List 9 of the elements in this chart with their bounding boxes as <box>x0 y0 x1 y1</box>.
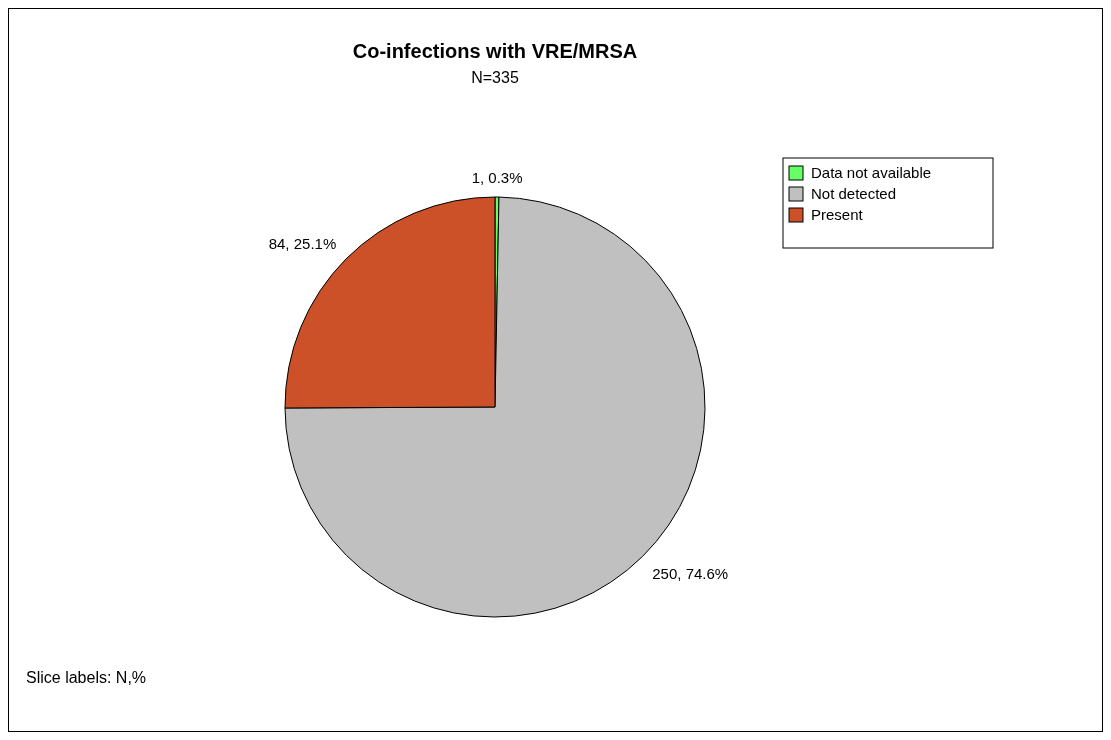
data-label: 1, 0.3% <box>471 169 523 187</box>
legend-label: Not detected <box>811 185 897 202</box>
text: Slice labels: N,% <box>26 669 147 686</box>
data-label: 250, 74.6% <box>652 564 729 582</box>
data-label: 84, 25.1% <box>268 234 337 252</box>
legend-label: Data not available <box>811 164 932 181</box>
chart-title: Co-infections with VRE/MRSA <box>352 40 638 62</box>
legend-label: Present <box>811 206 864 223</box>
chart-subtitle: N=335 <box>471 69 519 86</box>
